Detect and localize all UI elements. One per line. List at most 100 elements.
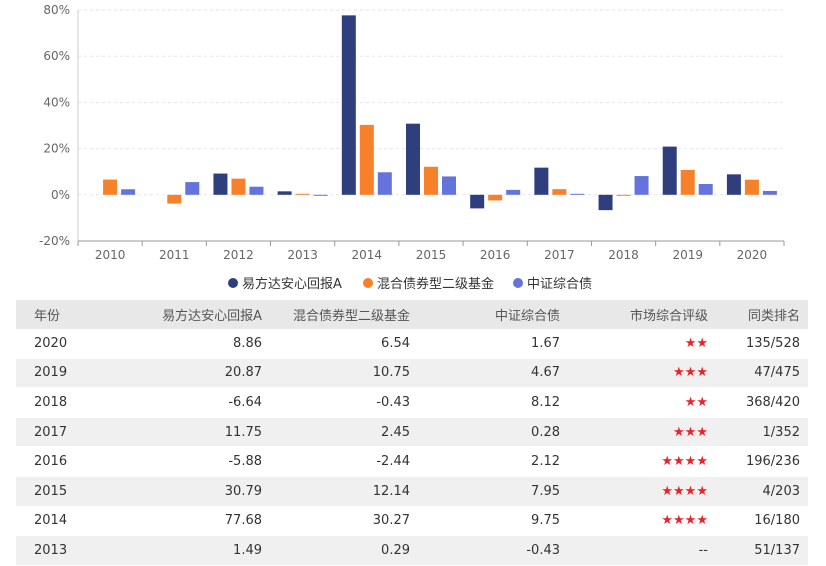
cell-rank: 196/236 — [716, 446, 808, 477]
bar-2014-s1[interactable] — [359, 124, 374, 195]
bar-2016-s1[interactable] — [488, 194, 503, 201]
bar-2010-s1[interactable] — [103, 179, 118, 195]
x-tick-label: 2018 — [608, 248, 639, 262]
y-tick-label: 0% — [51, 188, 70, 202]
cell-index: 1.67 — [418, 329, 568, 359]
table-row: 2018 -6.64 -0.43 8.12 ★★ 368/420 — [16, 387, 808, 418]
legend-label: 混合债券型二级基金 — [377, 276, 494, 292]
cell-rank: 1/352 — [716, 417, 808, 448]
cell-category: 10.75 — [270, 358, 418, 389]
cell-fund: 8.86 — [112, 329, 270, 359]
bar-2019-s2[interactable] — [698, 184, 713, 195]
bar-2019-s1[interactable] — [680, 169, 695, 195]
cell-index: 7.95 — [418, 476, 568, 507]
x-tick-label: 2017 — [544, 248, 575, 262]
table-row: 2020 8.86 6.54 1.67 ★★ 135/528 — [16, 329, 808, 359]
cell-category: -2.44 — [270, 446, 418, 477]
bar-2011-s1[interactable] — [167, 194, 182, 204]
bar-2011-s2[interactable] — [185, 182, 200, 195]
x-tick-label: 2011 — [159, 248, 190, 262]
cell-rank: 16/180 — [716, 506, 808, 537]
bar-2018-s2[interactable] — [634, 176, 649, 195]
cell-rank: 135/528 — [716, 329, 808, 359]
legend-marker — [228, 278, 238, 288]
legend[interactable]: 易方达安心回报A 混合债券型二级基金 中证综合债 — [228, 276, 592, 292]
returns-table: 年份 易方达安心回报A 混合债券型二级基金 中证综合债 市场综合评级 同类排名 … — [16, 300, 808, 566]
table-row: 2015 30.79 12.14 7.95 ★★★★ 4/203 — [16, 476, 808, 507]
table-body: 2020 8.86 6.54 1.67 ★★ 135/528 2019 20.87 10.75 4… — [16, 329, 808, 566]
cell-year: 2016 — [16, 446, 112, 477]
bar-2013-s2[interactable] — [313, 194, 328, 196]
cell-category: 30.27 — [270, 506, 418, 537]
cell-index: 4.67 — [418, 358, 568, 389]
bar-2020-s1[interactable] — [744, 179, 759, 195]
cell-category: -0.43 — [270, 387, 418, 418]
bar-2012-s1[interactable] — [231, 178, 246, 195]
cell-rating: ★★★ — [568, 358, 716, 389]
x-tick-label: 2015 — [416, 248, 447, 262]
cell-rank: 47/475 — [716, 358, 808, 389]
y-tick-label: 60% — [43, 49, 70, 63]
bar-2019-s0[interactable] — [662, 146, 677, 195]
legend-marker — [363, 278, 373, 288]
y-axis: 80% 60% 40% 20% 0% -20% — [39, 3, 79, 248]
bar-chart: 80%60%40%20%0%-20% 2010 2011 2012 2013 2014 2… — [39, 3, 785, 292]
bar-2015-s0[interactable] — [406, 123, 420, 195]
header-category: 混合债券型二级基金 — [270, 300, 418, 329]
table-row: 2016 -5.88 -2.44 2.12 ★★★★ 196/236 — [16, 446, 808, 477]
cell-category: 12.14 — [270, 476, 418, 507]
cell-rank: 4/203 — [716, 476, 808, 507]
returns-table-container: 年份 易方达安心回报A 混合债券型二级基金 中证综合债 市场综合评级 同类排名 … — [16, 300, 808, 566]
bar-2018-s0[interactable] — [598, 194, 613, 211]
cell-year: 2018 — [16, 387, 112, 418]
bar-2013-s0[interactable] — [277, 191, 292, 195]
legend-item-1[interactable]: 混合债券型二级基金 — [363, 276, 494, 292]
table-row: 2017 11.75 2.45 0.28 ★★★ 1/352 — [16, 417, 808, 448]
bar-2016-s0[interactable] — [470, 194, 485, 209]
bar-2012-s2[interactable] — [249, 186, 264, 195]
cell-rating: ★★ — [568, 329, 716, 359]
x-tick-label: 2020 — [737, 248, 768, 262]
cell-year: 2014 — [16, 506, 112, 537]
table-row: 2019 20.87 10.75 4.67 ★★★ 47/475 — [16, 358, 808, 389]
header-fund: 易方达安心回报A — [112, 300, 270, 329]
bar-2015-s2[interactable] — [442, 176, 456, 195]
cell-year: 2020 — [16, 329, 112, 359]
cell-fund: -5.88 — [112, 446, 270, 477]
legend-item-2[interactable]: 中证综合债 — [513, 277, 592, 292]
legend-marker — [513, 278, 523, 288]
bar-2014-s2[interactable] — [377, 172, 392, 195]
cell-rank: 368/420 — [716, 387, 808, 418]
bar-2020-s0[interactable] — [726, 174, 741, 195]
cell-fund: 20.87 — [112, 358, 270, 389]
bar-2017-s0[interactable] — [534, 167, 549, 195]
bar-2014-s0[interactable] — [341, 15, 356, 195]
cell-fund: 77.68 — [112, 506, 270, 537]
bar-2012-s0[interactable] — [213, 173, 228, 195]
cell-rating: ★★★ — [568, 417, 716, 448]
table-header-row: 年份 易方达安心回报A 混合债券型二级基金 中证综合债 市场综合评级 同类排名 — [16, 300, 808, 329]
cell-fund: 11.75 — [112, 417, 270, 448]
x-tick-label: 2019 — [672, 248, 703, 262]
legend-label: 中证综合债 — [527, 277, 592, 292]
bar-2015-s1[interactable] — [424, 166, 438, 195]
bar-2020-s2[interactable] — [762, 190, 777, 195]
cell-category: 6.54 — [270, 329, 418, 359]
y-tick-label: 20% — [43, 142, 70, 156]
cell-rating: ★★ — [568, 387, 716, 418]
bar-2016-s2[interactable] — [506, 189, 521, 195]
bar-2017-s1[interactable] — [552, 189, 567, 195]
header-year: 年份 — [16, 300, 112, 329]
header-index: 中证综合债 — [418, 300, 568, 329]
bar-2018-s1[interactable] — [616, 194, 631, 196]
cell-year: 2017 — [16, 417, 112, 448]
cell-index: 0.28 — [418, 417, 568, 448]
bar-2010-s2[interactable] — [121, 189, 136, 195]
table-row: 2014 77.68 30.27 9.75 ★★★★ 16/180 — [16, 506, 808, 537]
legend-item-0[interactable]: 易方达安心回报A — [228, 276, 342, 292]
bar-2013-s1[interactable] — [295, 193, 310, 195]
x-tick-label: 2013 — [287, 248, 318, 262]
x-axis: 2010 2011 2012 2013 2014 2015 2016 2017 2018 2019… — [77, 240, 785, 262]
bar-2017-s2[interactable] — [570, 193, 585, 195]
cell-index: 9.75 — [418, 506, 568, 537]
